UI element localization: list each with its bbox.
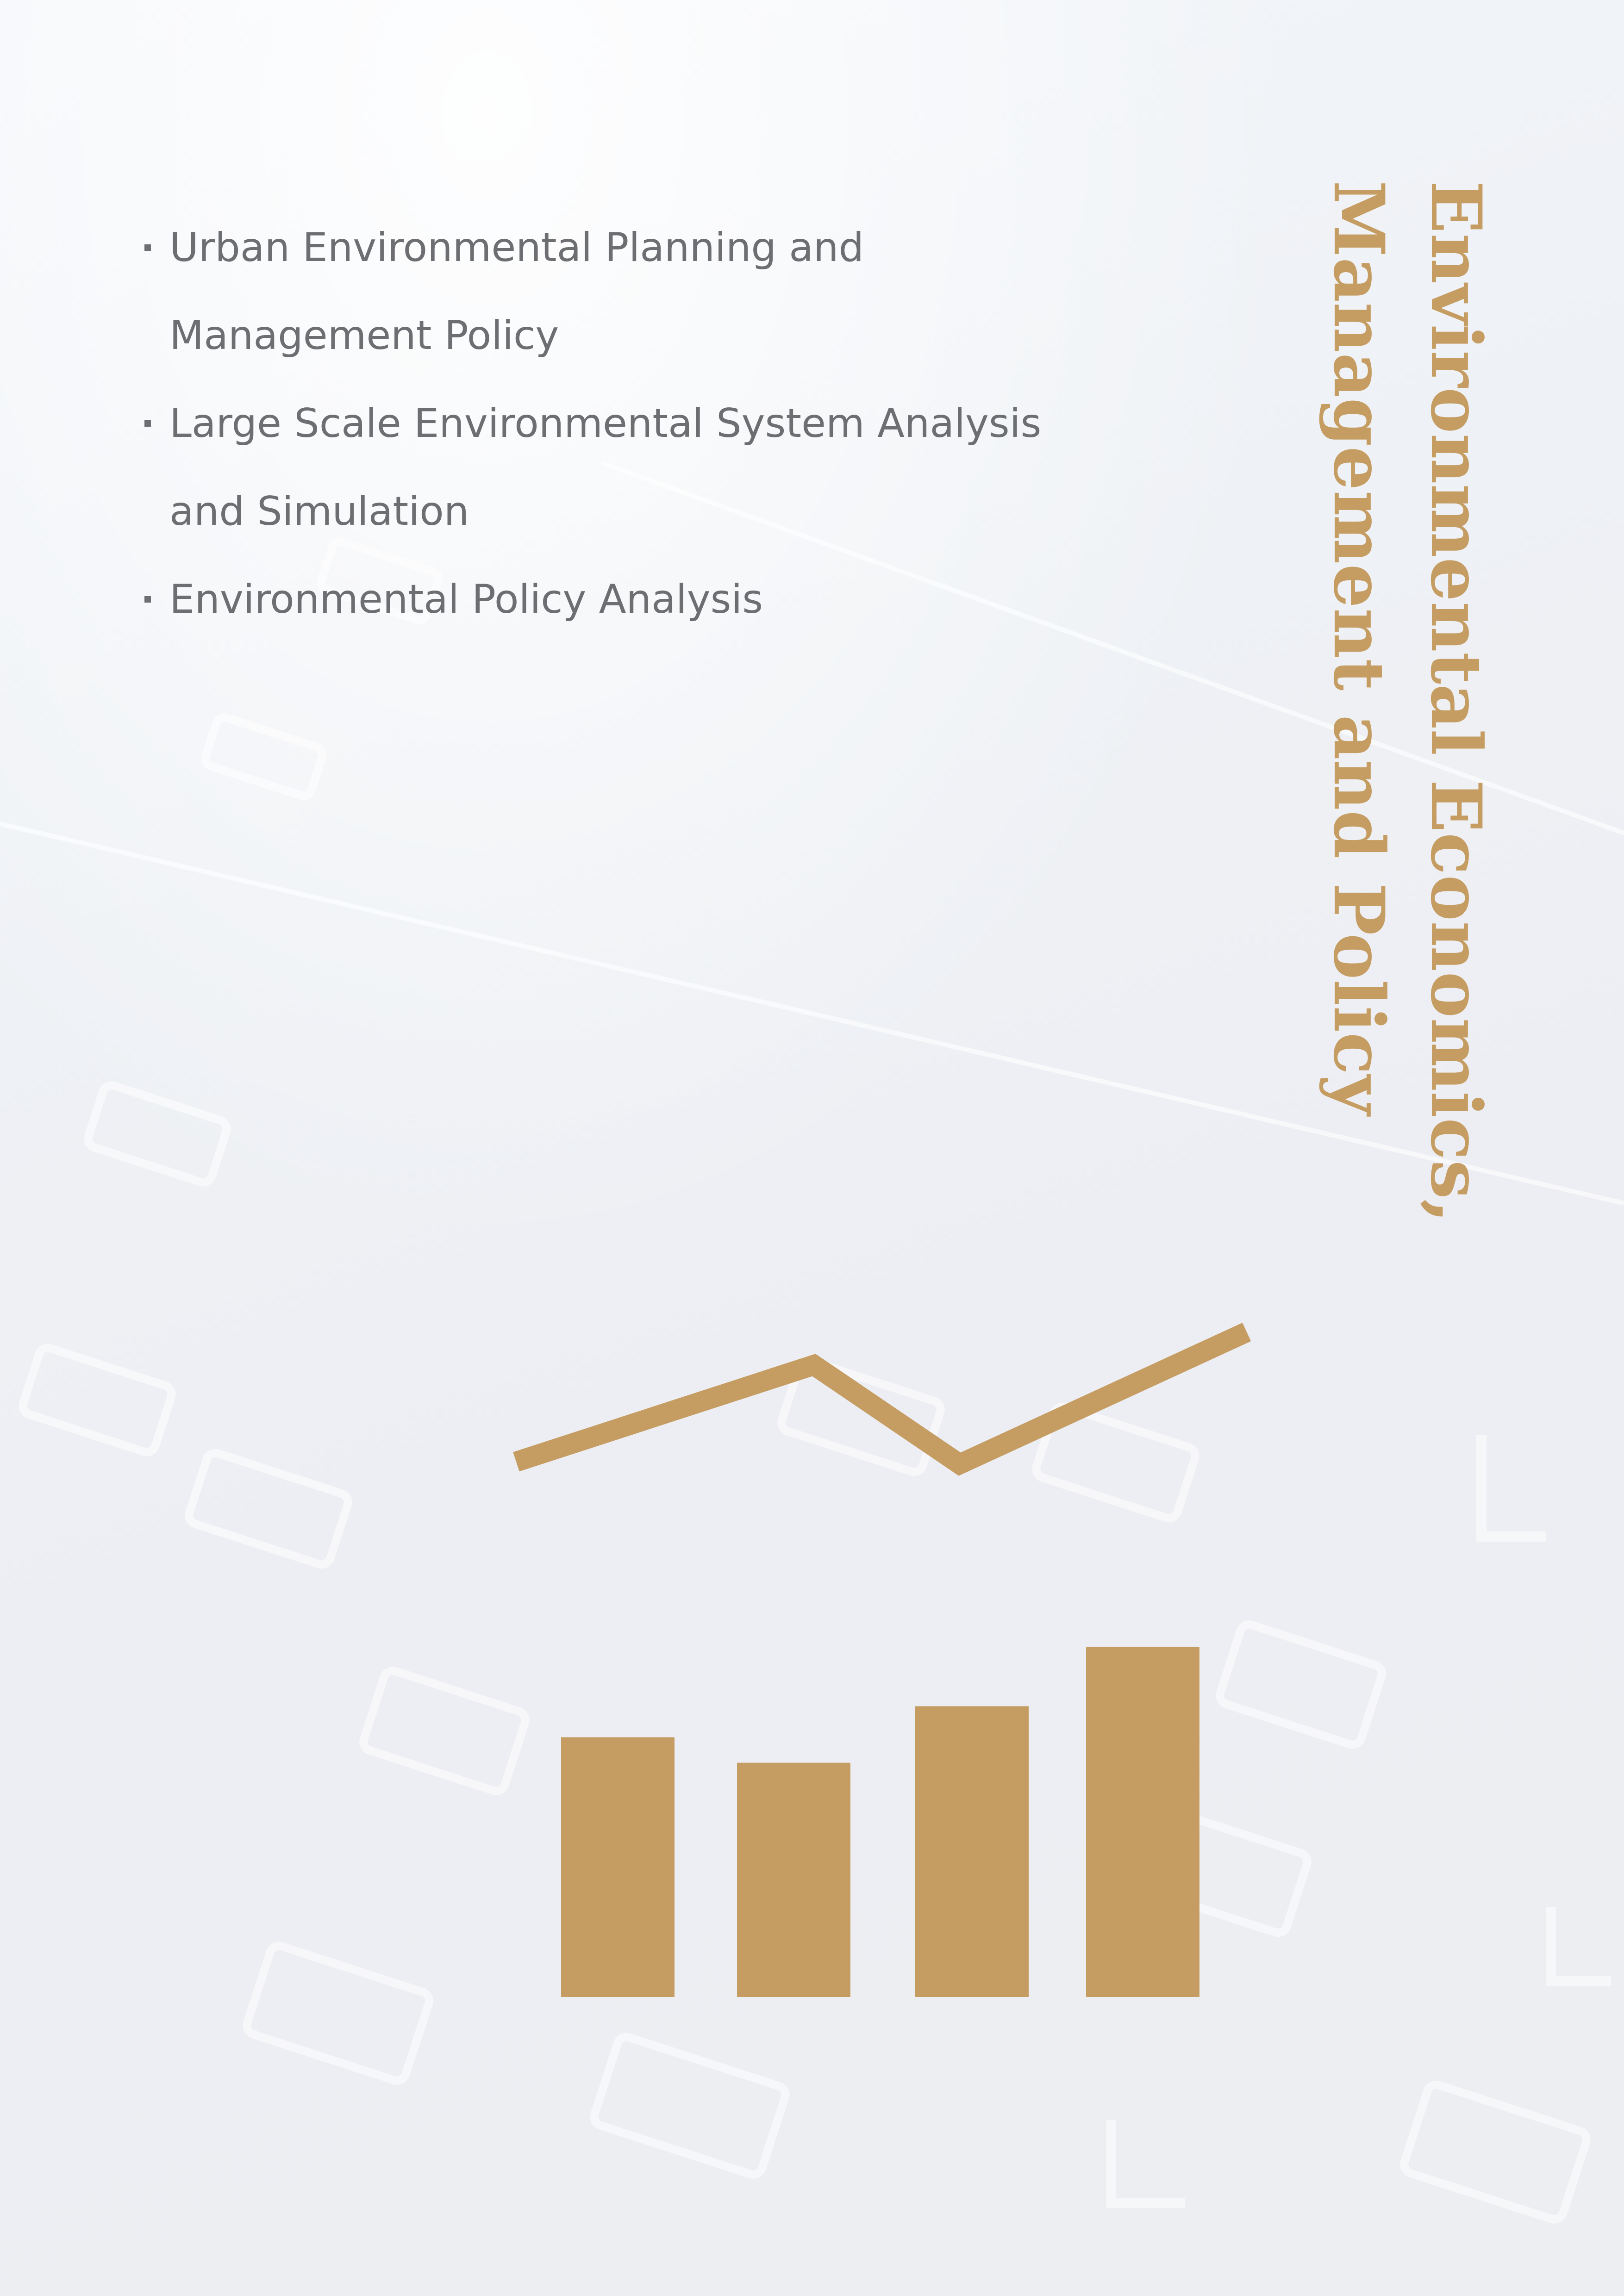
bar-chart-with-trend-line-icon — [513, 1323, 1251, 1997]
topic-list-item: Urban Environmental Planning and — [139, 204, 1111, 292]
topic-text-line: Management Policy — [169, 312, 559, 359]
chart-bar — [1086, 1647, 1199, 1997]
bullet-icon — [144, 596, 151, 603]
topic-text-line: and Simulation — [169, 488, 469, 535]
chart-bar — [915, 1706, 1029, 1997]
page-title: Environmental Economics, Management and … — [1310, 180, 1505, 1291]
chart-bar — [561, 1737, 675, 1997]
chart-bar — [737, 1762, 850, 1997]
topic-text-line: Large Scale Environmental System Analysi… — [169, 400, 1042, 447]
topic-list-item-continuation: Management Policy — [139, 292, 1111, 380]
bullet-icon — [144, 244, 151, 251]
bullet-icon — [144, 420, 151, 427]
trend-line — [513, 1323, 1251, 1476]
topic-list: Urban Environmental Planning and Managem… — [139, 204, 1111, 643]
topic-text-line: Urban Environmental Planning and — [169, 224, 864, 271]
page-title-line-1: Environmental Economics, — [1415, 180, 1497, 1224]
topic-list-item: Large Scale Environmental System Analysi… — [139, 380, 1111, 467]
topic-text-line: Environmental Policy Analysis — [169, 576, 763, 622]
page-title-line-2: Management and Policy — [1318, 180, 1399, 1115]
topic-list-item-continuation: and Simulation — [139, 467, 1111, 555]
topic-list-item: Environmental Policy Analysis — [139, 555, 1111, 643]
